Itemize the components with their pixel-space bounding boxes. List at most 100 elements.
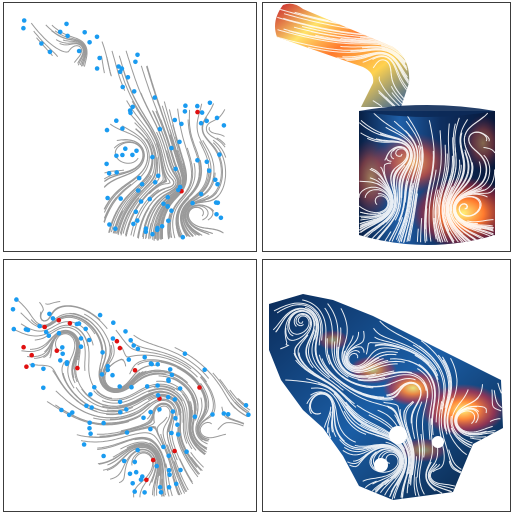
critical-point-blue bbox=[37, 323, 42, 329]
surface-render-panel-top-right bbox=[262, 2, 511, 252]
critical-point-blue bbox=[157, 484, 163, 490]
critical-point-blue bbox=[59, 407, 64, 413]
critical-point-blue bbox=[104, 161, 109, 167]
surface-streamline bbox=[491, 389, 502, 412]
streamline-panel-bottom-left bbox=[3, 259, 257, 512]
surface-streamline bbox=[455, 405, 487, 436]
surface-streamline bbox=[448, 132, 466, 235]
streamline bbox=[145, 110, 180, 239]
surface-streamline bbox=[370, 447, 402, 479]
surface-streamline bbox=[391, 92, 405, 106]
critical-point-blue bbox=[135, 218, 140, 223]
critical-point-blue bbox=[105, 195, 110, 201]
streamline bbox=[137, 207, 150, 239]
surface-streamline bbox=[342, 350, 405, 372]
surface-streamline bbox=[403, 409, 415, 486]
streamline bbox=[186, 204, 215, 236]
surface-streamline bbox=[381, 47, 406, 64]
critical-point-blue bbox=[138, 199, 144, 204]
critical-point-blue bbox=[169, 145, 174, 151]
critical-point-blue bbox=[202, 367, 207, 372]
critical-point-blue bbox=[113, 226, 118, 231]
surface-streamline bbox=[318, 354, 379, 400]
surface-streamline bbox=[372, 480, 387, 492]
surface-streamline bbox=[445, 186, 463, 243]
surface-streamline bbox=[414, 354, 440, 423]
critical-point-blue bbox=[135, 346, 141, 352]
streamline-plot bbox=[10, 297, 251, 498]
critical-point-blue bbox=[60, 351, 65, 357]
critical-point-blue bbox=[182, 109, 188, 114]
streamline bbox=[183, 194, 209, 236]
critical-point-blue bbox=[221, 123, 227, 128]
streamline bbox=[191, 396, 208, 450]
critical-point-blue bbox=[173, 166, 178, 172]
surface-streamline bbox=[283, 13, 360, 31]
critical-point-blue bbox=[65, 33, 70, 39]
streamline bbox=[45, 301, 61, 305]
streamline bbox=[129, 359, 203, 388]
critical-point-blue bbox=[117, 69, 123, 75]
surface-streamline bbox=[447, 357, 458, 433]
surface-streamline bbox=[350, 48, 408, 69]
surface-streamline bbox=[413, 456, 417, 496]
streamline bbox=[114, 122, 156, 234]
critical-point-blue bbox=[177, 184, 183, 190]
streamline bbox=[98, 362, 160, 393]
surface-streamline bbox=[425, 120, 435, 230]
critical-point-blue bbox=[106, 171, 112, 176]
surface-streamline bbox=[347, 446, 403, 471]
streamline bbox=[33, 30, 59, 58]
critical-point-blue bbox=[84, 403, 89, 409]
surface-streamline bbox=[385, 96, 396, 107]
streamlines bbox=[13, 297, 251, 498]
critical-point-red bbox=[114, 338, 120, 344]
surface-streamline bbox=[432, 130, 442, 240]
streamline bbox=[216, 137, 226, 146]
surface-streamline bbox=[381, 45, 406, 60]
surface-streamline bbox=[385, 126, 415, 221]
surface-streamline bbox=[288, 310, 310, 335]
critical-point-blue bbox=[166, 468, 172, 473]
surface-streamline bbox=[341, 375, 416, 387]
surface-streamline bbox=[425, 418, 436, 492]
critical-point-blue bbox=[166, 218, 171, 224]
streamline bbox=[112, 443, 162, 491]
surface-streamline bbox=[388, 187, 407, 242]
surface-streamline bbox=[294, 11, 329, 22]
streamline bbox=[188, 206, 223, 233]
streamline bbox=[116, 189, 142, 234]
surface-streamline bbox=[378, 76, 401, 107]
surface-streamline bbox=[333, 393, 393, 441]
streamline bbox=[103, 125, 150, 223]
surface-streamline bbox=[337, 346, 395, 378]
streamline bbox=[221, 406, 245, 425]
surface-streamline bbox=[452, 161, 493, 238]
streamline bbox=[152, 186, 181, 240]
streamline bbox=[49, 332, 78, 382]
streamline bbox=[137, 184, 177, 238]
surface-streamline bbox=[359, 195, 389, 214]
streamline bbox=[205, 109, 226, 148]
streamline bbox=[142, 150, 179, 239]
surface-streamline bbox=[277, 29, 405, 58]
critical-point-blue bbox=[158, 490, 164, 495]
surface-streamline bbox=[418, 363, 436, 436]
critical-point-blue bbox=[190, 200, 195, 206]
critical-point-blue bbox=[14, 297, 19, 302]
surface-streamline bbox=[450, 427, 472, 449]
surface-streamline bbox=[455, 131, 488, 202]
streamline bbox=[61, 361, 121, 413]
surface-streamline bbox=[415, 476, 420, 497]
surface-streamline bbox=[279, 8, 340, 25]
streamline bbox=[20, 321, 94, 346]
critical-point-blue bbox=[157, 407, 162, 412]
streamline bbox=[157, 405, 178, 478]
surface-streamline bbox=[310, 391, 356, 443]
critical-point-red bbox=[132, 368, 138, 373]
streamline bbox=[68, 401, 150, 419]
critical-point-blue bbox=[70, 410, 75, 415]
surface-streamline bbox=[446, 398, 467, 456]
critical-point-blue bbox=[130, 481, 135, 486]
streamline bbox=[109, 128, 153, 233]
